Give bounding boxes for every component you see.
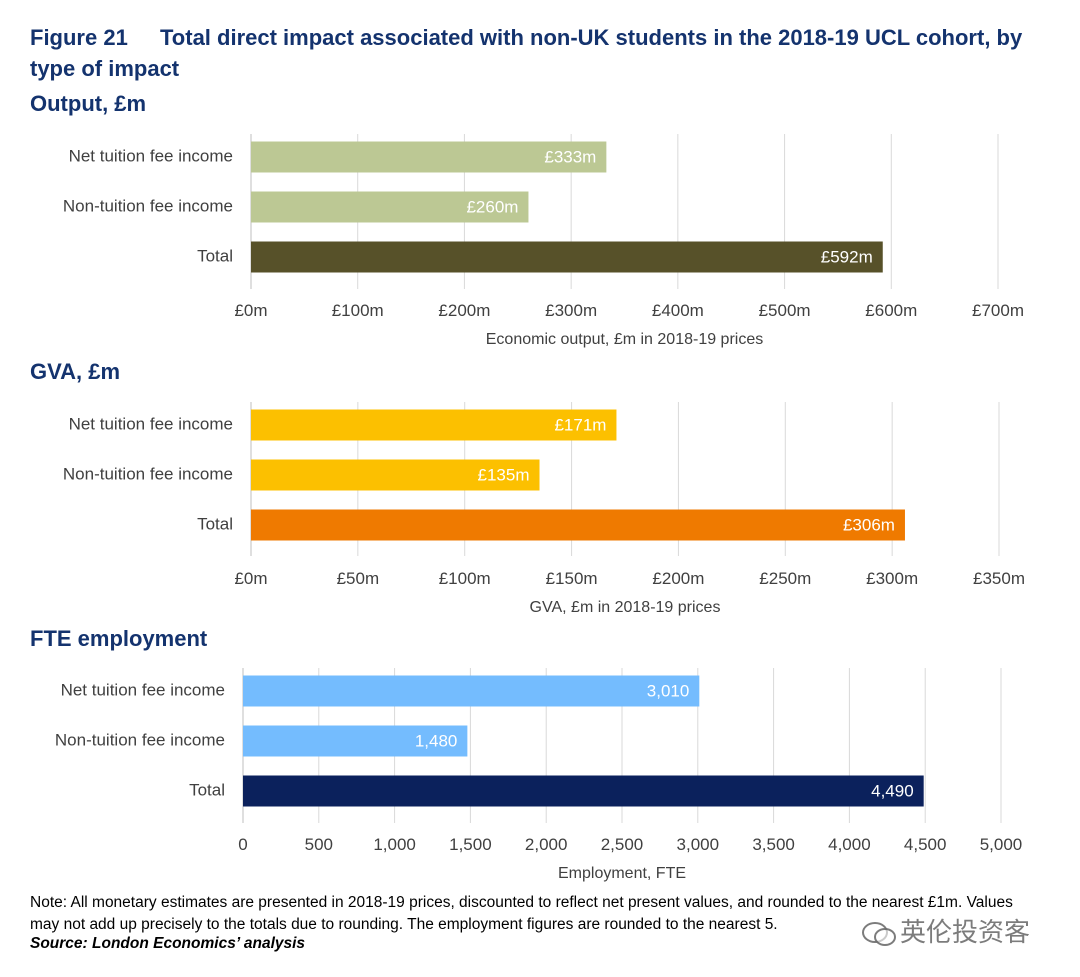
section-title-output: Output, £m (30, 91, 147, 116)
gva-chart: Net tuition fee income £171m Non-tuition f… (63, 402, 1025, 616)
gva-chart-bar (251, 459, 540, 491)
fte-chart-category-label: Net tuition fee income (61, 680, 225, 699)
output-chart-bar (251, 141, 607, 173)
fte-chart-value-label: 3,010 (647, 681, 690, 700)
fte-chart-tick-label: 4,000 (828, 835, 871, 854)
gva-chart-category-label: Non-tuition fee income (63, 464, 233, 483)
fte-chart-value-label: 4,490 (871, 781, 914, 800)
fte-chart-category-label: Non-tuition fee income (55, 730, 225, 749)
gva-chart-bar (251, 509, 905, 541)
gva-chart-axis-title: GVA, £m in 2018-19 prices (530, 599, 721, 616)
fte-chart-tick-label: 2,000 (525, 835, 568, 854)
fte-chart-value-label: 1,480 (415, 731, 458, 750)
output-chart-category-label: Total (197, 246, 233, 265)
gva-chart-tick-label: £250m (759, 569, 811, 588)
fte-chart-bar (243, 775, 924, 807)
output-chart-value-label: £260m (466, 197, 518, 216)
output-chart-value-label: £333m (544, 147, 596, 166)
figure-title-text: Total direct impact associated with non-… (30, 25, 1023, 81)
figure-title: Figure 21 Total direct impact associated … (30, 22, 1060, 84)
section-title-gva: GVA, £m (30, 359, 121, 384)
fte-chart-axis-title: Employment, FTE (558, 865, 686, 882)
output-chart-tick-label: £700m (972, 301, 1024, 320)
output-chart-tick-label: £200m (438, 301, 490, 320)
gva-chart-value-label: £306m (843, 515, 895, 534)
gva-chart-bar (251, 409, 617, 441)
output-chart-tick-label: £0m (234, 301, 267, 320)
fte-chart-tick-label: 1,000 (373, 835, 416, 854)
fte-chart-tick-label: 1,500 (449, 835, 492, 854)
gva-chart-value-label: £171m (554, 415, 606, 434)
fte-chart-bar (243, 675, 700, 707)
gva-chart-tick-label: £50m (337, 569, 380, 588)
fte-chart-tick-label: 4,500 (904, 835, 947, 854)
fte-chart-tick-label: 3,500 (752, 835, 795, 854)
fte-chart-tick-label: 2,500 (601, 835, 644, 854)
gva-chart-tick-label: £350m (973, 569, 1025, 588)
fte-chart: Net tuition fee income 3,010 Non-tuition f… (55, 668, 1023, 882)
source-note: Source: London Economics’ analysis (30, 935, 306, 952)
gva-chart-value-label: £135m (478, 465, 530, 484)
fte-chart-bar (243, 725, 468, 757)
output-chart-bar (251, 191, 529, 223)
output-chart-category-label: Net tuition fee income (69, 146, 233, 165)
watermark: 英伦投资客 (862, 912, 1030, 949)
output-chart-category-label: Non-tuition fee income (63, 196, 233, 215)
gva-chart-category-label: Net tuition fee income (69, 414, 233, 433)
output-chart-tick-label: £400m (652, 301, 704, 320)
output-chart-tick-label: £100m (332, 301, 384, 320)
watermark-text: 英伦投资客 (900, 917, 1031, 947)
gva-chart-tick-label: £150m (546, 569, 598, 588)
output-chart-bar (251, 241, 883, 273)
gva-chart-tick-label: £300m (866, 569, 918, 588)
fte-chart-tick-label: 5,000 (980, 835, 1023, 854)
footnote: Note: All monetary estimates are present… (30, 894, 1013, 933)
output-chart: Net tuition fee income £333m Non-tuition f… (63, 134, 1024, 348)
gva-chart-tick-label: £200m (652, 569, 704, 588)
section-title-fte: FTE employment (30, 626, 208, 651)
gva-chart-tick-label: £0m (234, 569, 267, 588)
chat-bubbles-icon (862, 918, 896, 946)
output-chart-value-label: £592m (821, 247, 873, 266)
output-chart-axis-title: Economic output, £m in 2018-19 prices (486, 331, 763, 348)
fte-chart-tick-label: 500 (305, 835, 333, 854)
fte-chart-category-label: Total (189, 780, 225, 799)
gva-chart-tick-label: £100m (439, 569, 491, 588)
gva-chart-category-label: Total (197, 514, 233, 533)
figure-number: Figure 21 (30, 25, 128, 50)
output-chart-tick-label: £500m (759, 301, 811, 320)
output-chart-tick-label: £300m (545, 301, 597, 320)
fte-chart-tick-label: 3,000 (677, 835, 720, 854)
output-chart-tick-label: £600m (865, 301, 917, 320)
fte-chart-tick-label: 0 (238, 835, 247, 854)
